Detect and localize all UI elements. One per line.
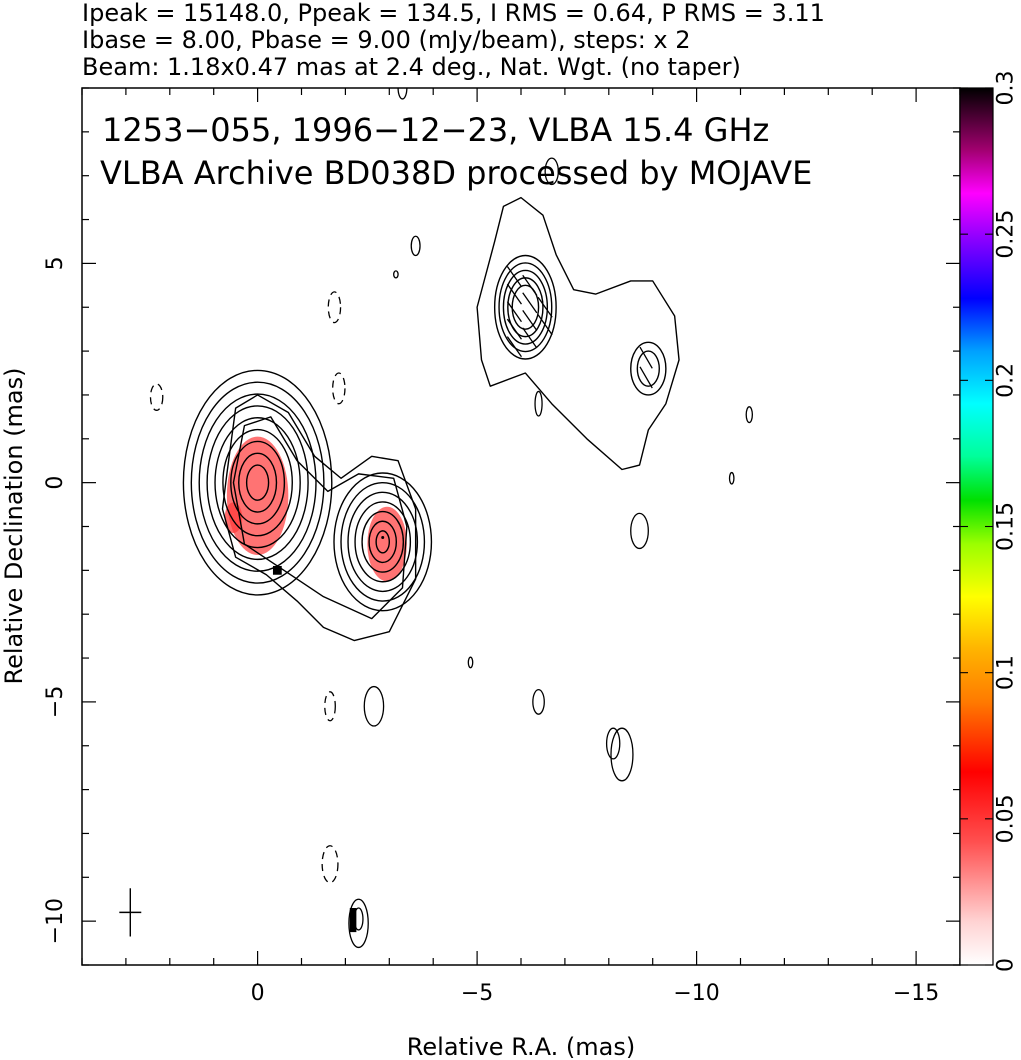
contour-level <box>214 417 301 549</box>
contour-level <box>630 341 667 396</box>
colorbar-tick-label: 0.2 <box>994 363 1019 398</box>
evpa-stick <box>522 327 538 349</box>
contour-level <box>190 381 325 584</box>
chart-title-line-1: 1253−055, 1996−12−23, VLBA 15.4 GHz <box>102 111 769 149</box>
axis-ticks <box>81 87 961 966</box>
colorbar-tick-label: 0.1 <box>994 655 1019 690</box>
total-intensity-contours <box>182 196 680 642</box>
contour-level <box>498 262 553 353</box>
x-tick-label: −10 <box>673 981 719 1006</box>
evpa-stick <box>537 296 553 318</box>
contour-level <box>245 464 270 501</box>
evpa-stick <box>506 336 522 358</box>
evpa-stick <box>506 318 522 340</box>
evpa-stick <box>537 314 553 336</box>
header-line-3: Beam: 1.18x0.47 mas at 2.4 deg., Nat. Wg… <box>82 53 741 81</box>
contour-level <box>354 501 412 583</box>
y-tick-label: 5 <box>43 256 68 270</box>
plot-frame <box>81 87 961 966</box>
isolated-contour <box>348 898 369 949</box>
contour-level <box>347 491 419 593</box>
y-tick-label: −10 <box>43 898 68 944</box>
evpa-stick <box>506 301 522 323</box>
negative-contour <box>332 372 346 405</box>
y-tick-label: 0 <box>43 476 68 490</box>
colorbar-tick-label: 0 <box>994 958 1019 972</box>
evpa-stick <box>639 346 653 369</box>
header-line-1: Ipeak = 15148.0, Ppeak = 134.5, I RMS = … <box>82 0 825 27</box>
x-tick-label: 0 <box>251 981 265 1006</box>
contour-level <box>493 254 557 360</box>
isolated-contour <box>630 512 649 550</box>
contour-envelope-inner <box>232 416 408 620</box>
colorbar-ticks <box>960 87 993 966</box>
evpa-stick <box>522 309 538 331</box>
contour-level <box>206 405 309 561</box>
isolated-contour <box>363 685 385 727</box>
contour-level <box>340 481 426 602</box>
evpa-vectors <box>506 266 653 389</box>
contour-level <box>230 440 286 525</box>
contour-level <box>238 452 278 513</box>
contour-level <box>333 472 433 612</box>
isolated-contour <box>393 270 399 279</box>
contour-level <box>375 530 391 554</box>
isolated-contour <box>728 471 735 485</box>
contour-level <box>368 520 398 564</box>
plot-extras <box>119 535 385 937</box>
evpa-stick <box>522 292 538 314</box>
contour-level <box>511 284 540 330</box>
contour-level <box>502 269 549 345</box>
negative-contour <box>327 291 342 324</box>
axis-tick-labels: 0 −5 −10 −15 −10 −5 0 5 <box>43 256 939 1006</box>
contour-level <box>222 428 293 537</box>
evpa-stick <box>506 266 522 287</box>
contour-level <box>507 277 544 338</box>
colorbar-tick-label: 0.25 <box>994 210 1019 259</box>
data-artifact <box>349 907 357 933</box>
colorbar-tick-labels: 0 0.05 0.1 0.15 0.2 0.25 0.3 <box>994 71 1019 973</box>
polarization-patch <box>367 506 407 582</box>
isolated-contour <box>534 390 543 417</box>
colorbar-tick-label: 0.3 <box>994 71 1019 106</box>
chart-title-line-2: VLBA Archive BD038D processed by MOJAVE <box>100 154 812 192</box>
colorbar-tick-label: 0.15 <box>994 502 1019 551</box>
isolated-contour <box>745 406 754 424</box>
contour-level <box>182 369 333 596</box>
x-axis-label: Relative R.A. (mas) <box>407 1033 635 1060</box>
contour-level <box>198 393 317 572</box>
isolated-contour <box>610 727 634 782</box>
colorbar-tick-label: 0.05 <box>994 794 1019 843</box>
isolated-contour <box>467 656 474 669</box>
x-tick-label: −5 <box>461 981 493 1006</box>
negative-contour <box>149 383 164 411</box>
peak-marker <box>381 535 385 539</box>
isolated-contour <box>410 235 421 257</box>
header-line-2: Ibase = 8.00, Pbase = 9.00 (mJy/beam), s… <box>82 26 691 54</box>
negative-contour <box>321 845 339 884</box>
isolated-contours <box>149 88 754 949</box>
x-tick-label: −15 <box>893 981 939 1006</box>
contour-envelope <box>221 394 417 642</box>
isolated-contour <box>532 688 545 715</box>
contour-level <box>636 350 660 387</box>
evpa-stick <box>522 274 538 296</box>
isolated-contour <box>544 157 559 186</box>
contour-level <box>361 510 405 573</box>
y-tick-label: −5 <box>43 686 68 718</box>
evpa-stick <box>506 283 522 305</box>
isolated-contour <box>605 727 621 760</box>
data-artifact <box>272 565 282 575</box>
negative-contour <box>324 691 336 722</box>
isolated-contour <box>397 88 408 100</box>
y-axis-label: Relative Declination (mas) <box>0 367 28 684</box>
evpa-stick <box>639 366 653 389</box>
contour-plume <box>476 196 680 471</box>
